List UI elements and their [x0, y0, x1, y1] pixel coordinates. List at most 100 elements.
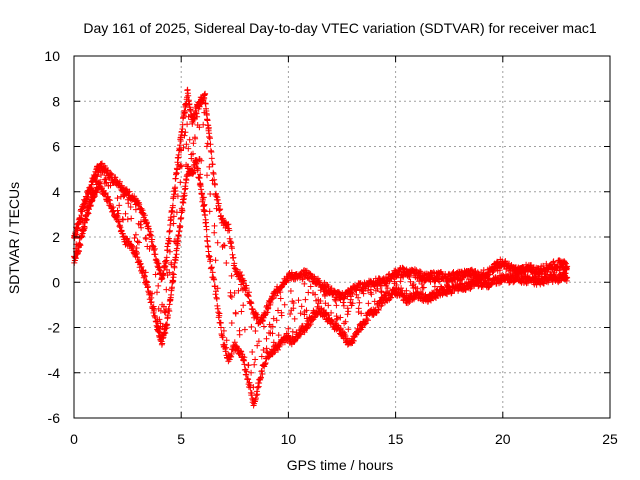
- y-tick-label: -4: [48, 365, 61, 381]
- x-tick-label: 25: [602, 431, 618, 447]
- data-point: [190, 150, 196, 157]
- data-point: [199, 190, 205, 197]
- data-point: [556, 265, 563, 272]
- data-point: [214, 196, 221, 203]
- data-point: [80, 226, 86, 233]
- data-point: [379, 294, 386, 300]
- data-point: [360, 287, 367, 294]
- data-point: [114, 195, 121, 202]
- data-point: [249, 349, 256, 355]
- data-point: [392, 274, 399, 280]
- data-point: [212, 181, 218, 188]
- data-point: [196, 124, 203, 131]
- data-point: [355, 294, 362, 301]
- data-point: [216, 310, 223, 317]
- data-point: [160, 270, 167, 277]
- data-point: [94, 173, 101, 180]
- data-point: [104, 193, 111, 200]
- data-point: [228, 294, 235, 300]
- data-point: [117, 193, 124, 200]
- data-point: [181, 132, 188, 139]
- data-point: [152, 251, 159, 258]
- data-point: [275, 332, 282, 339]
- data-point: [562, 265, 569, 272]
- data-point: [328, 309, 335, 316]
- data-point: [213, 295, 220, 302]
- data-point: [455, 284, 462, 291]
- data-point: [275, 307, 281, 314]
- data-point: [206, 163, 213, 170]
- data-point: [337, 325, 344, 332]
- data-point: [152, 271, 159, 278]
- data-point: [179, 121, 186, 128]
- data-point: [126, 188, 133, 195]
- data-point: [181, 112, 187, 119]
- data-point: [203, 143, 210, 150]
- data-point: [189, 120, 196, 127]
- data-point: [248, 323, 255, 330]
- data-point: [201, 201, 208, 208]
- data-point: [194, 113, 201, 120]
- data-point: [205, 127, 212, 134]
- data-point: [120, 193, 127, 200]
- data-point: [470, 271, 477, 278]
- x-tick-label: 0: [70, 431, 78, 447]
- data-point: [522, 275, 529, 282]
- data-point: [365, 317, 371, 324]
- data-point: [219, 243, 226, 250]
- y-tick-label: 10: [44, 48, 60, 64]
- data-point: [485, 272, 492, 279]
- data-point: [232, 310, 239, 317]
- data-point: [132, 231, 139, 238]
- data-point: [170, 271, 177, 278]
- data-point: [378, 294, 385, 301]
- data-point: [405, 294, 412, 301]
- data-point: [146, 245, 153, 252]
- data-point: [185, 113, 192, 120]
- data-point: [438, 287, 445, 294]
- data-point: [344, 305, 351, 312]
- data-point: [322, 300, 329, 307]
- data-point: [143, 279, 150, 286]
- data-point: [201, 109, 208, 116]
- x-tick-label: 10: [281, 431, 297, 447]
- data-point: [214, 239, 221, 246]
- data-point: [416, 268, 423, 275]
- data-point: [243, 285, 250, 292]
- data-point: [265, 305, 272, 311]
- data-point: [214, 285, 221, 292]
- data-point: [413, 289, 420, 296]
- data-point: [185, 92, 192, 99]
- data-point: [228, 272, 235, 279]
- data-point: [515, 271, 522, 278]
- y-tick-label: 4: [52, 184, 60, 200]
- data-point: [163, 286, 170, 293]
- data-point: [496, 267, 503, 274]
- data-point: [187, 106, 194, 113]
- data-point: [78, 217, 85, 223]
- data-point: [303, 307, 310, 314]
- data-point: [169, 270, 176, 277]
- data-point: [464, 283, 471, 290]
- data-point: [178, 163, 185, 170]
- data-point: [223, 337, 230, 344]
- data-point: [278, 336, 285, 343]
- data-point: [429, 289, 435, 296]
- data-point: [411, 266, 418, 273]
- data-point: [322, 310, 329, 317]
- data-point: [156, 316, 163, 323]
- data-point: [183, 141, 190, 148]
- data-point: [204, 140, 211, 147]
- data-point: [277, 289, 284, 296]
- data-point: [217, 319, 224, 326]
- data-point: [273, 317, 280, 324]
- data-point: [331, 296, 338, 303]
- data-point: [208, 264, 215, 271]
- data-point: [383, 289, 390, 296]
- data-point: [277, 295, 284, 302]
- data-point: [238, 308, 245, 315]
- data-point: [550, 271, 557, 278]
- data-point: [425, 276, 432, 283]
- data-point: [122, 210, 129, 217]
- data-point: [197, 171, 204, 178]
